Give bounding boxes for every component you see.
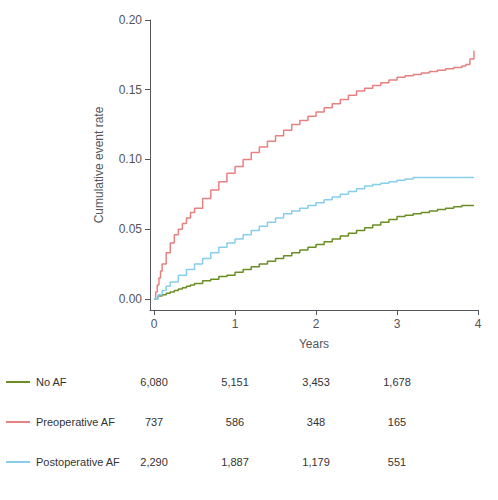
svg-text:586: 586: [226, 416, 244, 428]
svg-text:1,887: 1,887: [221, 456, 249, 468]
svg-text:737: 737: [145, 416, 163, 428]
svg-text:No AF: No AF: [36, 376, 67, 388]
svg-text:0.10: 0.10: [119, 152, 143, 166]
svg-text:2,290: 2,290: [140, 456, 168, 468]
svg-text:0.05: 0.05: [119, 222, 143, 236]
svg-text:Cumulative event rate: Cumulative event rate: [92, 106, 106, 223]
svg-text:3: 3: [394, 317, 401, 331]
svg-text:1,678: 1,678: [383, 376, 411, 388]
svg-text:0: 0: [151, 317, 158, 331]
svg-text:1: 1: [232, 317, 239, 331]
svg-text:6,080: 6,080: [140, 376, 168, 388]
svg-text:0.15: 0.15: [119, 83, 143, 97]
svg-text:551: 551: [388, 456, 406, 468]
svg-text:1,179: 1,179: [302, 456, 330, 468]
svg-text:3,453: 3,453: [302, 376, 330, 388]
svg-text:5,151: 5,151: [221, 376, 249, 388]
svg-text:2: 2: [313, 317, 320, 331]
svg-text:348: 348: [307, 416, 325, 428]
svg-text:Preoperative AF: Preoperative AF: [36, 416, 115, 428]
svg-text:Postoperative AF: Postoperative AF: [36, 456, 120, 468]
svg-text:0.00: 0.00: [119, 292, 143, 306]
svg-text:4: 4: [475, 317, 482, 331]
svg-text:0.20: 0.20: [119, 13, 143, 27]
svg-text:165: 165: [388, 416, 406, 428]
svg-text:Years: Years: [299, 337, 329, 351]
